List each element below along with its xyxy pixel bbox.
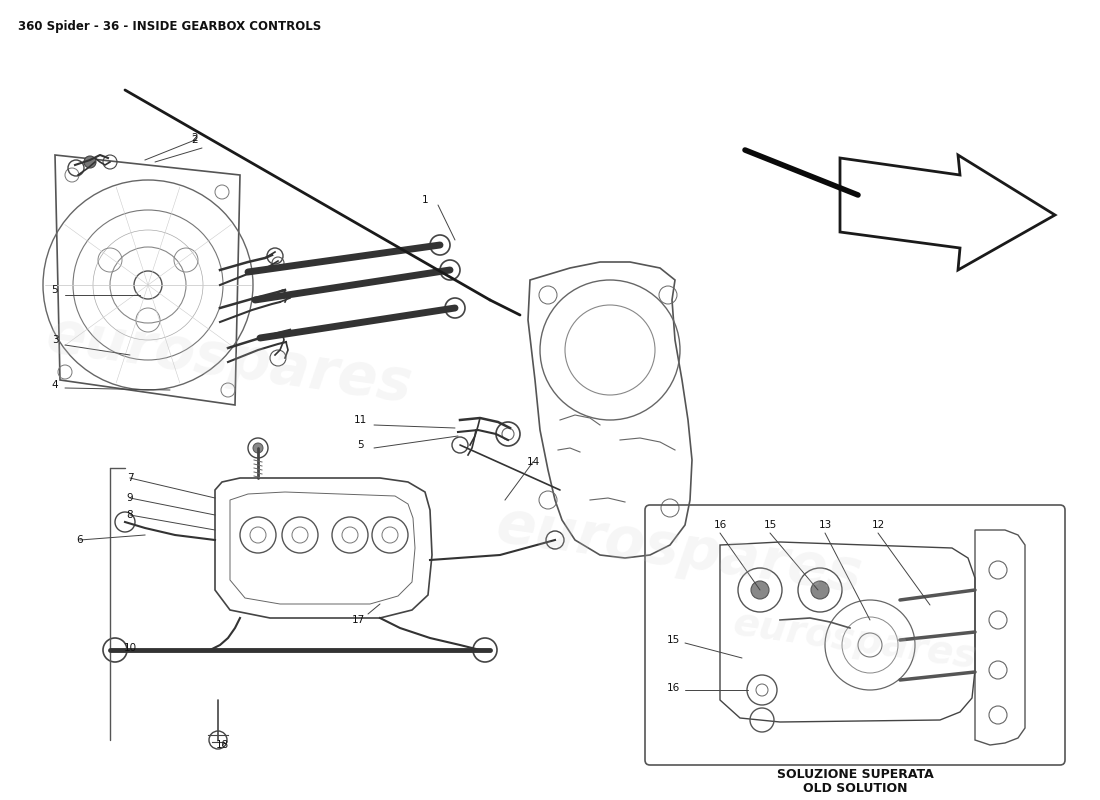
Text: 7: 7 [126,473,133,483]
Text: 10: 10 [123,643,136,653]
Text: 360 Spider - 36 - INSIDE GEARBOX CONTROLS: 360 Spider - 36 - INSIDE GEARBOX CONTROL… [18,20,321,33]
Text: 4: 4 [52,380,58,390]
Text: 18: 18 [216,740,229,750]
Text: 2: 2 [191,133,198,143]
Text: 1: 1 [421,195,428,205]
Text: 2: 2 [191,135,198,145]
Text: 8: 8 [126,510,133,520]
Circle shape [751,581,769,599]
Text: 15: 15 [667,635,680,645]
Circle shape [84,156,96,168]
Text: SOLUZIONE SUPERATA: SOLUZIONE SUPERATA [777,768,934,781]
Text: 13: 13 [818,520,832,530]
Text: 15: 15 [763,520,777,530]
Text: 5: 5 [52,285,58,295]
Text: eurospares: eurospares [730,604,979,676]
Text: 14: 14 [527,457,540,467]
Text: 11: 11 [353,415,366,425]
Text: eurospares: eurospares [43,306,417,414]
Text: 9: 9 [126,493,133,503]
Polygon shape [840,155,1055,270]
Text: 12: 12 [871,520,884,530]
Text: 3: 3 [52,335,58,345]
Text: 17: 17 [351,615,364,625]
Text: eurospares: eurospares [493,496,867,604]
Text: 5: 5 [356,440,363,450]
Text: 16: 16 [714,520,727,530]
Text: 16: 16 [667,683,680,693]
Circle shape [811,581,829,599]
Text: 6: 6 [77,535,84,545]
Text: OLD SOLUTION: OLD SOLUTION [803,782,908,795]
Circle shape [253,443,263,453]
